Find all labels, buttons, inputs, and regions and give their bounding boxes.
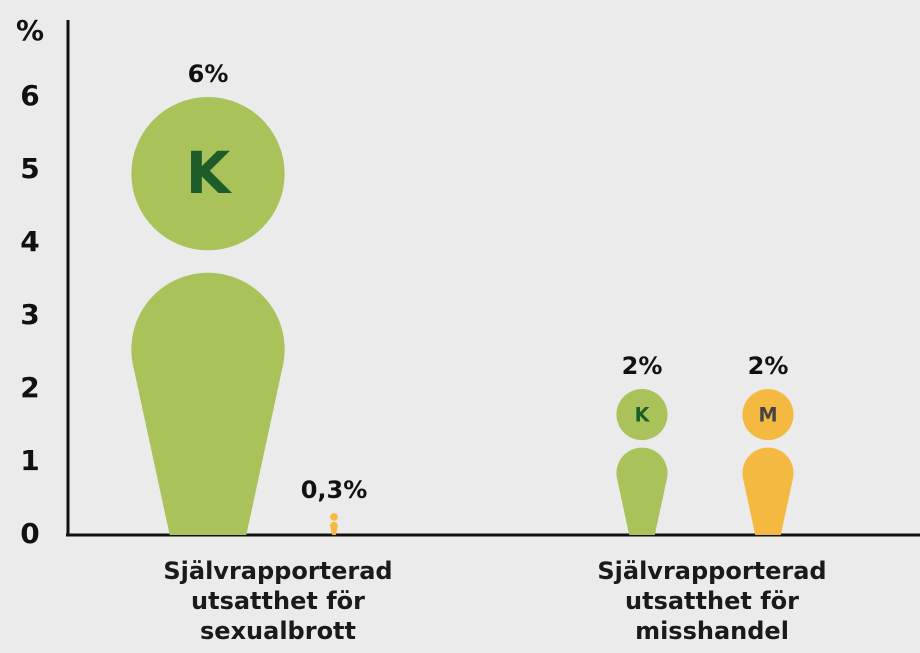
figure (131, 96, 285, 535)
figure-head (616, 389, 668, 441)
y-tick-label: 4 (20, 225, 39, 258)
y-tick-label: 2 (20, 371, 39, 404)
x-category-label: Självrapporterad utsatthet för sexualbro… (163, 557, 393, 645)
figure-body (131, 272, 285, 535)
y-tick-label: 6 (20, 79, 39, 112)
figure-letter: K (186, 140, 233, 207)
figure (330, 513, 338, 535)
figure-letter: K (635, 403, 651, 426)
figure (742, 389, 794, 535)
x-category-label: Självrapporterad utsatthet för misshande… (597, 557, 827, 645)
value-label: 2% (622, 352, 663, 380)
figure-head (131, 96, 285, 251)
figure-letter: M (758, 403, 777, 426)
value-label: 2% (748, 352, 789, 380)
value-label: 6% (188, 60, 229, 88)
y-tick-label: 3 (20, 298, 39, 331)
figure-head (742, 389, 794, 441)
y-tick-label: 5 (20, 152, 39, 185)
figure (616, 389, 668, 535)
figure-head (330, 513, 338, 521)
figure-body (616, 447, 668, 535)
y-tick-label: 0 (20, 517, 39, 550)
figure-body (742, 447, 794, 535)
value-label: 0,3% (301, 476, 368, 504)
figure-body (330, 521, 338, 535)
y-tick-label: 1 (20, 444, 39, 477)
y-axis-label: % (16, 14, 44, 47)
